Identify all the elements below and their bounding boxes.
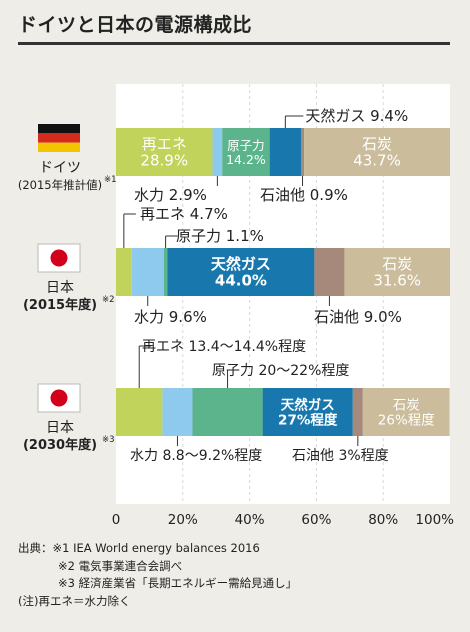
bar-segment-oil [314, 248, 345, 296]
source-note-4: (注)再エネ＝水力除く [18, 593, 131, 608]
callout-hydro: 水力 8.8～9.2%程度 [130, 448, 262, 464]
callout-hydro: 水力 9.6% [134, 308, 207, 326]
chart-title: ドイツと日本の電源構成比 [18, 14, 253, 36]
source-note-1: 出典：※1 IEA World energy balances 2016 [18, 541, 260, 555]
row-footnote-mark: ※1 [104, 175, 117, 185]
bar-segment-gas [167, 248, 315, 296]
x-tick-label: 60% [301, 512, 331, 528]
callout-renewable: 再エネ 13.4～14.4%程度 [142, 339, 306, 355]
bar-segment-nuclear [222, 128, 270, 176]
bar-segment-coal [344, 248, 450, 296]
flag-germany-0-red-stripe [38, 133, 80, 143]
bar-segment-nuclear [192, 388, 263, 436]
callout-oil: 石油他 3%程度 [292, 448, 389, 464]
flag-germany-0-black-stripe [38, 124, 80, 134]
flag-germany-0-gold-stripe [38, 142, 80, 152]
label-renewable: 再エネ 28.9% [140, 135, 188, 170]
bar-segment-oil [301, 128, 305, 176]
row-period-label: (2015年推計値) [18, 178, 102, 192]
bar-segment-renewable [116, 248, 132, 296]
row-country-label: 日本 [46, 280, 74, 296]
row-country-label: ドイツ [39, 160, 81, 176]
row-period-label: (2030年度) [23, 437, 97, 453]
flag-japan-1-sun [50, 249, 68, 267]
label-coal: 石炭 26%程度 [378, 398, 435, 429]
bar-segment-nuclear [163, 248, 168, 296]
callout-oil: 石油他 0.9% [260, 186, 348, 204]
callout-renewable: 再エネ 4.7% [140, 205, 228, 223]
bar-segment-hydro [212, 128, 223, 176]
bar-segment-hydro [162, 388, 193, 436]
row-footnote-mark: ※3 [102, 435, 115, 445]
row-country-label: 日本 [46, 420, 74, 436]
x-tick-label: 0 [112, 512, 121, 528]
callout-nuclear: 原子力 1.1% [176, 227, 264, 245]
callout-hydro: 水力 2.9% [134, 186, 207, 204]
bar-segment-renewable [116, 388, 163, 436]
bar-segment-coal [304, 128, 450, 176]
x-tick-label: 80% [368, 512, 398, 528]
title-underline [18, 42, 450, 45]
label-gas: 天然ガス 27%程度 [278, 397, 338, 429]
x-tick-label: 100% [415, 512, 454, 528]
row-footnote-mark: ※2 [102, 295, 115, 305]
stacked-bar-chart: 0 20% 40% 60% 80% 100% ドイツ (2015年推計値) ※1 再エネ 28.9%… [18, 84, 454, 528]
source-note-2: ※2 電気事業連合会調べ [58, 558, 183, 573]
callout-nuclear: 原子力 20～22%程度 [212, 363, 349, 379]
label-nuclear: 原子力 14.2% [226, 138, 266, 167]
bar-segment-coal [362, 388, 450, 436]
bar-segment-renewable [116, 128, 213, 176]
x-tick-label: 20% [168, 512, 198, 528]
label-coal: 石炭 31.6% [373, 255, 421, 290]
bar-segment-hydro [131, 248, 164, 296]
bar-segment-gas [269, 128, 302, 176]
label-gas: 天然ガス 44.0% [211, 255, 271, 290]
callout-gas: 天然ガス 9.4% [305, 107, 408, 125]
x-tick-label: 40% [235, 512, 265, 528]
source-notes: 出典：※1 IEA World energy balances 2016 ※2 … [18, 540, 297, 610]
bar-segment-gas [262, 388, 353, 436]
row-period-label: (2015年度) [23, 297, 97, 313]
flag-japan-2-sun [50, 389, 68, 407]
source-note-3: ※3 経済産業省「長期エネルギー需給見通し」 [58, 576, 298, 590]
label-coal: 石炭 43.7% [353, 135, 401, 170]
bar-segment-oil [352, 388, 363, 436]
callout-oil: 石油他 9.0% [314, 308, 402, 326]
